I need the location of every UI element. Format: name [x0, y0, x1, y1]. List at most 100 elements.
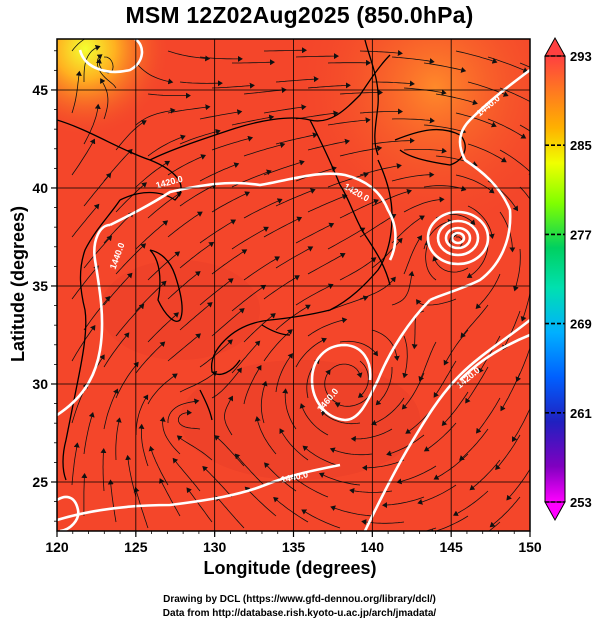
- y-tick-label: 25: [32, 474, 48, 490]
- credit-data-source: Data from http://database.rish.kyoto-u.a…: [162, 608, 437, 619]
- streamline: [466, 242, 489, 278]
- streamline: [159, 416, 181, 455]
- x-tick-label: 125: [124, 539, 148, 555]
- streamline: [147, 251, 181, 281]
- streamline: [359, 108, 403, 115]
- streamline: [71, 265, 99, 300]
- wind-streamlines: [71, 39, 530, 531]
- streamline: [234, 453, 265, 486]
- streamline: [115, 182, 147, 213]
- x-axis-label: Longitude (degrees): [203, 558, 377, 578]
- streamline: [211, 135, 254, 151]
- streamline: [199, 109, 243, 120]
- streamline: [357, 360, 369, 398]
- colorbar-tick-label: 277: [570, 227, 592, 242]
- streamline: [100, 78, 109, 120]
- streamline: [520, 290, 530, 322]
- streamline: [177, 409, 201, 430]
- streamline: [211, 367, 242, 399]
- streamline: [263, 275, 300, 300]
- streamline: [418, 341, 437, 382]
- streamline: [148, 445, 169, 486]
- streamline: [459, 428, 489, 461]
- credit-drawing: Drawing by DCL (https://www.gfd-dennou.o…: [163, 594, 436, 605]
- streamline: [359, 214, 397, 238]
- streamline: [513, 248, 521, 292]
- streamline: [71, 324, 96, 362]
- streamline: [231, 226, 269, 250]
- streamline: [179, 128, 221, 145]
- streamline: [375, 367, 393, 406]
- streamline: [339, 257, 377, 281]
- height-contours: [57, 39, 530, 531]
- streamline: [107, 479, 117, 523]
- streamline: [167, 333, 201, 362]
- streamline: [327, 171, 369, 188]
- streamline: [275, 353, 293, 393]
- streamline: [327, 117, 371, 126]
- streamline: [231, 284, 267, 312]
- streamline: [489, 496, 521, 528]
- streamline: [327, 363, 363, 378]
- x-tick-label: 150: [518, 539, 542, 555]
- streamline: [135, 394, 149, 436]
- streamline: [167, 104, 211, 114]
- streamline: [71, 442, 80, 486]
- streamline: [103, 211, 134, 244]
- streamline: [329, 447, 373, 456]
- streamline: [275, 132, 318, 145]
- streamline: [135, 62, 174, 85]
- streamline: [396, 465, 437, 485]
- streamline: [275, 246, 314, 269]
- streamline: [402, 335, 409, 379]
- streamline: [115, 303, 145, 337]
- streamline: [371, 397, 405, 426]
- streamline: [199, 339, 233, 368]
- streamline: [506, 468, 530, 501]
- streamline: [307, 138, 350, 151]
- streamline: [231, 114, 275, 126]
- streamline: [359, 50, 403, 56]
- streamline: [441, 391, 469, 426]
- streamline: [307, 194, 348, 213]
- streamline: [371, 237, 403, 269]
- streamline: [243, 313, 276, 343]
- streamline: [403, 235, 423, 275]
- streamline: [455, 174, 495, 194]
- streamline: [254, 416, 277, 455]
- streamline: [211, 308, 245, 337]
- streamline: [147, 191, 183, 219]
- streamline: [159, 478, 181, 517]
- streamline: [264, 47, 307, 54]
- streamline: [324, 369, 341, 405]
- streamline: [83, 295, 111, 331]
- streamline: [318, 472, 361, 486]
- streamline: [307, 317, 348, 337]
- streamline: [243, 142, 286, 157]
- x-tick-label: 140: [361, 539, 385, 555]
- colorbar-top-arrow: [544, 36, 566, 57]
- streamline: [391, 56, 435, 65]
- streamline: [135, 341, 166, 374]
- x-tick-label: 135: [282, 539, 306, 555]
- streamline: [147, 373, 178, 405]
- streamline: [243, 87, 287, 95]
- streamline: [386, 434, 425, 457]
- streamline: [167, 211, 203, 238]
- streamline: [302, 445, 341, 467]
- streamline: [334, 391, 373, 408]
- streamline: [475, 273, 501, 310]
- streamline: [391, 171, 435, 182]
- colorbar-tick-label: 285: [570, 138, 592, 153]
- colorbar-tick-label: 269: [570, 317, 592, 332]
- streamline: [502, 310, 521, 351]
- streamline: [83, 235, 113, 269]
- streamline: [179, 302, 213, 331]
- streamline: [478, 335, 501, 374]
- streamline: [115, 243, 147, 275]
- streamline: [71, 70, 82, 114]
- streamline: [231, 340, 261, 374]
- streamline: [71, 138, 96, 176]
- streamline: [176, 435, 213, 461]
- streamline: [138, 423, 149, 467]
